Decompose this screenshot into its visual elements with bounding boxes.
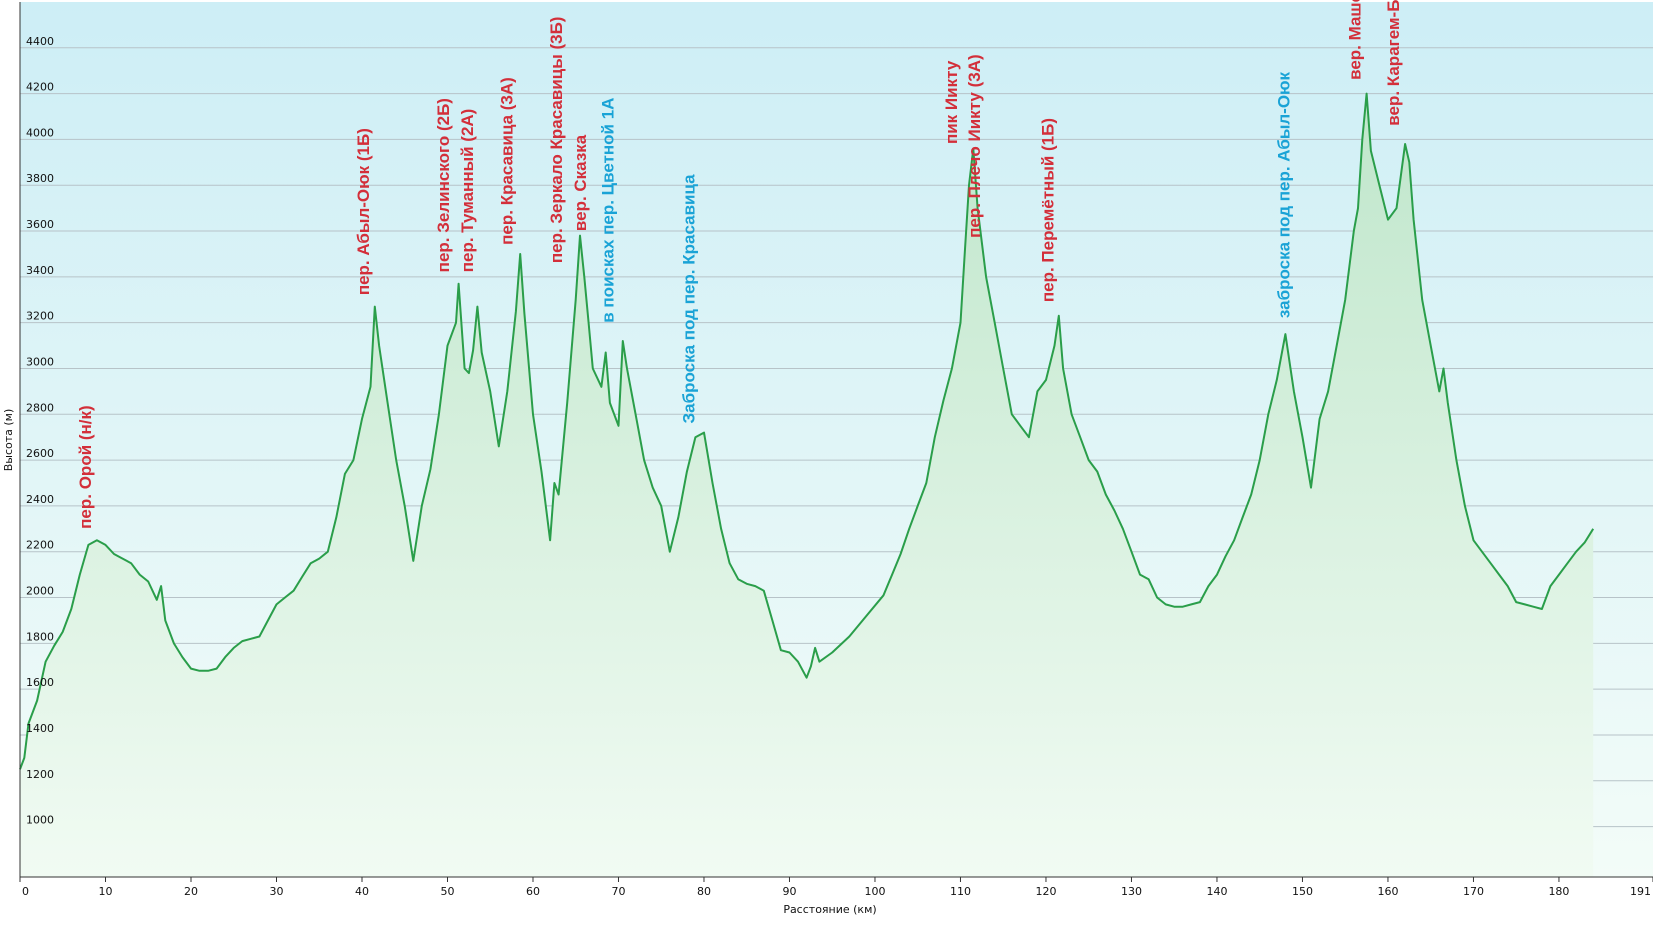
x-tick-label: 70 — [611, 885, 625, 898]
y-axis-label: Высота (м) — [2, 409, 15, 472]
peak-annotation: пер. Абыл-Оюк (1Б) — [354, 128, 373, 295]
y-tick-label: 2200 — [26, 539, 54, 552]
x-tick-labels: 0 10 20 30 40 50 60 70 80 90 100 110 120 130 140 150 160… — [19, 877, 1653, 898]
y-tick-label: 4400 — [26, 35, 54, 48]
y-tick-label: 2400 — [26, 493, 54, 506]
x-tick-label: 0 — [22, 885, 29, 898]
peak-annotation: пик Иикту — [942, 60, 961, 144]
peak-annotation: вер. Машей-Баши — [1346, 0, 1365, 80]
peak-annotation: вер. Сказка — [571, 134, 590, 231]
peak-annotation: в поисках пер. Цветной 1А — [598, 98, 617, 323]
peak-annotation: пер. Зелинского (2Б) — [434, 98, 453, 272]
x-tick-label: 170 — [1463, 885, 1484, 898]
y-tick-labels: 1000 1200 1400 1600 1800 2000 2200 2400 2600 2800… — [26, 35, 54, 827]
y-tick-label: 1800 — [26, 630, 54, 643]
x-tick-label: 100 — [864, 885, 885, 898]
y-tick-label: 3600 — [26, 218, 54, 231]
x-tick-label: 150 — [1292, 885, 1313, 898]
y-tick-label: 4000 — [26, 126, 54, 139]
y-tick-label: 3000 — [26, 355, 54, 368]
x-tick-label: 110 — [950, 885, 971, 898]
x-tick-label: 40 — [355, 885, 369, 898]
y-tick-label: 3400 — [26, 264, 54, 277]
y-tick-label: 4200 — [26, 81, 54, 94]
elevation-line — [19, 92, 1595, 770]
y-tick-label: 1200 — [26, 768, 54, 781]
x-tick-label: 50 — [440, 885, 454, 898]
peak-annotation: пер. Перемётный (1Б) — [1039, 118, 1058, 302]
y-tick-label: 1400 — [26, 722, 54, 735]
x-tick-label: 30 — [269, 885, 283, 898]
peak-annotation: Заброска под пер. Красавица — [680, 174, 699, 424]
x-tick-label: 180 — [1548, 885, 1569, 898]
elevation-area — [20, 93, 1594, 878]
x-tick-label: 120 — [1035, 885, 1056, 898]
peak-annotation: пер. Красавица (3А) — [498, 77, 517, 245]
x-tick-label: 140 — [1206, 885, 1227, 898]
y-tick-label: 1000 — [26, 814, 54, 827]
x-tick-label: 191 — [1630, 885, 1651, 898]
y-tick-label: 1600 — [26, 676, 54, 689]
peak-annotation: пер. Туманный (2А) — [458, 109, 477, 273]
peak-annotation: пер. Плечо Иикту (3А) — [965, 54, 984, 238]
y-tick-label: 3200 — [26, 310, 54, 323]
y-tick-label: 2800 — [26, 401, 54, 414]
y-tick-label: 2600 — [26, 447, 54, 460]
x-tick-label: 80 — [697, 885, 711, 898]
x-tick-label: 20 — [184, 885, 198, 898]
peak-annotation: вер. Карагем-Баши — [1384, 0, 1403, 126]
x-tick-label: 130 — [1121, 885, 1142, 898]
x-tick-label: 60 — [526, 885, 540, 898]
peak-annotation: пер. Орой (н/к) — [76, 405, 95, 529]
peak-annotations: пер. Орой (н/к) пер. Абыл-Оюк (1Б) пер. Зе… — [76, 0, 1403, 529]
x-tick-label: 160 — [1377, 885, 1398, 898]
x-tick-label: 90 — [782, 885, 796, 898]
peak-annotation: заброска под пер. Абыл-Оюк — [1275, 71, 1294, 318]
x-tick-label: 10 — [98, 885, 112, 898]
y-tick-label: 3800 — [26, 172, 54, 185]
y-tick-label: 2000 — [26, 585, 54, 598]
peak-annotation: пер. Зеркало Красавицы (3Б) — [547, 17, 566, 264]
x-axis-label: Расстояние (км) — [783, 903, 876, 916]
